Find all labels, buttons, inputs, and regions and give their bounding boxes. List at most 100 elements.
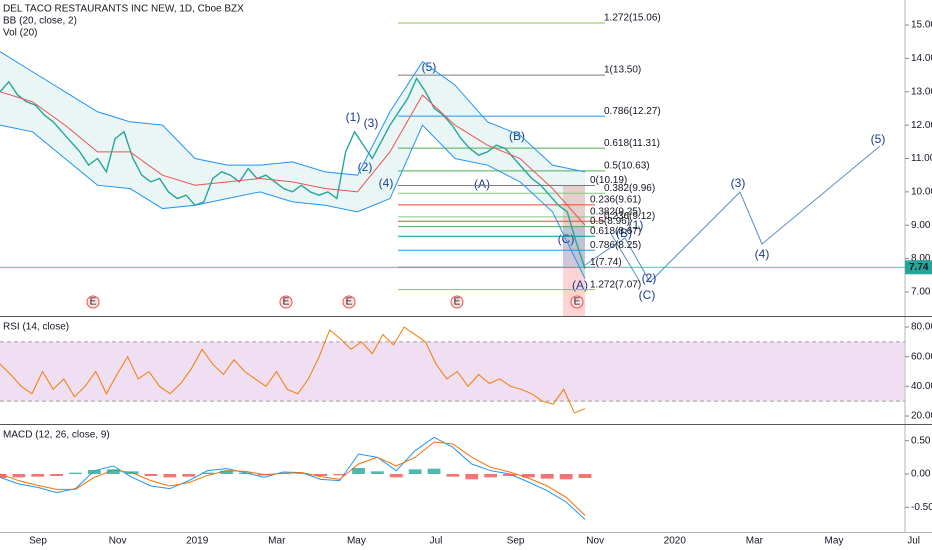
earnings-marker: [342, 295, 356, 309]
histogram-bar: [125, 471, 139, 474]
histogram-bar: [521, 474, 535, 478]
y-tick-label: 11.00: [911, 153, 932, 164]
y-tick-label: 8.00: [911, 253, 931, 264]
histogram-bar: [371, 471, 384, 474]
wave-label: (B): [616, 226, 632, 240]
fib-label: 0.236(9.12): [604, 211, 655, 222]
histogram-bar: [144, 474, 158, 476]
earnings-label: E: [283, 297, 290, 308]
rsi-band: [0, 341, 905, 402]
bb-fill: [0, 51, 585, 279]
histogram-bar: [408, 469, 422, 474]
earnings-label: E: [454, 297, 461, 308]
last-price-tag: [905, 260, 932, 275]
series-line: [0, 441, 586, 516]
fib-label: 0(10.19): [590, 175, 627, 186]
histogram-bar: [182, 474, 196, 477]
histogram-bar: [503, 474, 516, 476]
wave-label: (4): [379, 176, 394, 190]
x-tick-label: 2020: [664, 536, 687, 547]
y-tick-label: 40.00: [911, 381, 932, 392]
histogram-bar: [314, 474, 328, 476]
histogram-bar: [257, 474, 271, 476]
x-tick-label: Mar: [268, 536, 286, 547]
histogram-bar: [31, 474, 45, 477]
y-tick-label: 0.50: [911, 435, 931, 446]
fib-label: 1(7.74): [590, 257, 622, 268]
wave-label: (2): [358, 160, 373, 174]
histogram-bar: [446, 474, 460, 477]
fib-label: 1.272(7.07): [590, 279, 641, 290]
x-tick-label: Sep: [507, 536, 525, 547]
y-tick-label: -0.50: [911, 502, 932, 513]
fib-label: 1.272(15.06): [604, 13, 661, 24]
earnings-label: E: [346, 297, 353, 308]
histogram-bar: [578, 474, 592, 478]
pane: 7.00 8.00 9.00 10.00 11.00 12.00 13.00 14.00 15.…: [0, 4, 932, 298]
y-tick-label: 9.00: [911, 220, 931, 231]
fib-label: 0.618(11.31): [604, 138, 660, 149]
histogram-bar: [0, 474, 7, 478]
earnings-marker: [570, 295, 584, 309]
x-tick-label: 2019: [186, 536, 209, 547]
x-tick-label: Jul: [430, 536, 443, 547]
y-tick-label: 14.00: [911, 53, 932, 64]
x-tick-label: May: [825, 536, 844, 547]
fib-label: 0.786(12.27): [604, 106, 661, 117]
histogram-bar: [106, 469, 120, 474]
histogram-bar: [540, 474, 554, 479]
y-tick-label: 0.00: [911, 469, 931, 480]
earnings-marker: [86, 295, 100, 309]
histogram-bar: [484, 474, 498, 478]
histogram-bar: [295, 473, 309, 474]
y-tick-label: 60.00: [911, 351, 932, 362]
x-tick-label: May: [347, 536, 366, 547]
y-tick-label: 12.00: [911, 120, 932, 131]
histogram-bar: [559, 474, 573, 480]
last-price-label: 7.74: [909, 262, 929, 273]
fib-label: 0.786(8.25): [590, 240, 641, 251]
x-tick-label: Nov: [586, 536, 604, 547]
fib-label: 0.5(10.63): [604, 160, 650, 171]
wave-label: (1): [629, 218, 644, 232]
wave-label: (3): [731, 176, 746, 190]
wave-label: (4): [755, 247, 770, 261]
fib-label: 0.236(9.61): [590, 195, 641, 206]
earnings-marker: [450, 295, 464, 309]
wave-label: (2): [642, 271, 657, 285]
y-tick-label: 13.00: [911, 86, 932, 97]
series-line: [0, 436, 586, 520]
histogram-bar: [427, 468, 441, 474]
indicator-label: BB (20, close, 2): [3, 16, 77, 27]
wave-label: (C): [639, 288, 656, 302]
histogram-bar: [333, 474, 347, 476]
series-line: [0, 51, 586, 176]
series-line: [0, 76, 586, 269]
earnings-marker: [279, 295, 293, 309]
pane: 0.50 0.00 -0.50 MACD (12, 26, close, 9): [0, 430, 932, 520]
fib-label: 0.382(9.96): [604, 183, 655, 194]
histogram-bar: [220, 470, 233, 474]
series-line: [0, 326, 586, 414]
histogram-bar: [12, 474, 26, 478]
histogram-bar: [163, 474, 177, 478]
series-line: [0, 91, 586, 226]
indicator-label: Vol (20): [3, 28, 37, 39]
pane-title: RSI (14, close): [3, 322, 69, 333]
histogram-bar: [50, 474, 64, 476]
y-tick-label: 15.00: [911, 20, 932, 31]
x-tick-label: Nov: [109, 536, 127, 547]
earnings-label: E: [90, 297, 97, 308]
histogram-bar: [201, 472, 214, 474]
earnings-label: E: [574, 297, 581, 308]
wave-label: (3): [364, 116, 379, 130]
fib-label: 0.5(8.96): [590, 216, 630, 227]
histogram-bar: [276, 473, 290, 474]
y-tick-label: 10.00: [911, 187, 932, 198]
histogram-bar: [352, 468, 365, 474]
histogram-bar: [69, 472, 82, 474]
fib-label: 0.382(9.25): [590, 207, 641, 218]
wave-projection: [584, 145, 881, 283]
